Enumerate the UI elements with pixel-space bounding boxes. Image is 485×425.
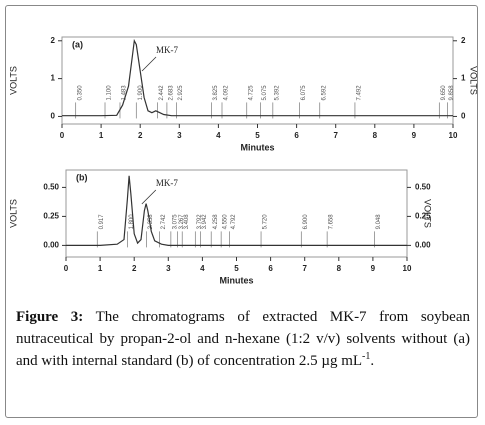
x-tick-label: 5 <box>255 131 260 140</box>
peak-label: 3.792 <box>197 214 203 230</box>
trace <box>66 175 407 246</box>
peak-label: 4.792 <box>231 214 237 230</box>
peak-label: 2.683 <box>168 85 174 101</box>
x-tick-label: 2 <box>132 264 137 273</box>
peak-label: 1.100 <box>107 85 113 101</box>
peak-label: 3.825 <box>213 85 219 101</box>
caption-superscript: -1 <box>362 351 371 362</box>
annotation: MK-7 <box>156 45 178 55</box>
panel-label: (a) <box>72 39 83 49</box>
y-tick-label: 1 <box>51 74 56 83</box>
x-tick-label: 8 <box>337 264 342 273</box>
caption-text: The chromatograms of extracted MK-7 from… <box>16 309 470 369</box>
x-tick-label: 0 <box>60 131 65 140</box>
y2-tick-label: 1 <box>461 74 466 83</box>
y2-tick-label: 0.50 <box>415 183 431 192</box>
x-axis-label: Minutes <box>240 142 274 152</box>
peak-label: 0.917 <box>99 214 105 230</box>
trace <box>62 38 453 117</box>
peak-label: 6.592 <box>321 85 327 101</box>
peak-label: 3.075 <box>172 214 178 230</box>
y-tick-label: 0 <box>51 112 56 121</box>
annotation-arrow <box>141 189 157 205</box>
y-tick-label: 0.00 <box>43 241 59 250</box>
peak-label: 3.408 <box>184 214 190 230</box>
x-tick-label: 3 <box>166 264 171 273</box>
plot-frame <box>61 36 454 125</box>
y-tick-label: 0.25 <box>43 212 59 221</box>
peak-label: 1.483 <box>122 85 128 101</box>
x-tick-label: 4 <box>200 264 205 273</box>
y-tick-label: 2 <box>51 36 56 45</box>
y-tick-label: 0.50 <box>43 183 59 192</box>
peak-label: 3.942 <box>202 214 208 230</box>
x-tick-label: 1 <box>99 131 104 140</box>
peak-label: 5.392 <box>274 85 280 101</box>
peak-label: 5.720 <box>263 214 269 230</box>
x-tick-label: 2 <box>138 131 143 140</box>
peak-label: 4.550 <box>223 214 229 230</box>
x-tick-label: 8 <box>373 131 378 140</box>
annotation-arrow <box>141 56 157 72</box>
x-tick-label: 9 <box>412 131 417 140</box>
y-axis-label: VOLTS <box>8 66 18 95</box>
peak-label: 0.350 <box>77 85 83 101</box>
y2-tick-label: 0.25 <box>415 212 431 221</box>
x-tick-label: 1 <box>98 264 103 273</box>
x-tick-label: 10 <box>449 131 458 140</box>
x-tick-label: 0 <box>64 264 69 273</box>
panel-label: (b) <box>76 172 88 182</box>
y2-axis-label: VOLTS <box>469 66 479 95</box>
peak-label: 9.650 <box>441 85 447 101</box>
peak-label: 9.858 <box>449 85 455 101</box>
peak-label: 4.092 <box>224 85 230 101</box>
x-tick-label: 4 <box>216 131 221 140</box>
figure-frame <box>5 5 478 418</box>
x-tick-label: 5 <box>234 264 239 273</box>
x-tick-label: 6 <box>268 264 273 273</box>
peak-label: 4.725 <box>248 85 254 101</box>
peak-label: 6.075 <box>301 85 307 101</box>
y2-tick-label: 2 <box>461 36 466 45</box>
x-tick-label: 10 <box>403 264 412 273</box>
peak-label: 1.900 <box>138 85 144 101</box>
peak-label: 2.742 <box>161 214 167 230</box>
y2-tick-label: 0.00 <box>415 241 431 250</box>
caption-end: . <box>370 353 375 369</box>
peak-label: 2.442 <box>159 85 165 101</box>
y2-tick-label: 0 <box>461 112 466 121</box>
annotation: MK-7 <box>156 178 178 188</box>
peak-label: 7.492 <box>357 85 363 101</box>
peak-label: 6.900 <box>303 214 309 230</box>
caption-label: Figure 3: <box>16 309 84 325</box>
peak-label: 4.258 <box>213 214 219 230</box>
peak-label: 5.075 <box>262 85 268 101</box>
x-tick-label: 7 <box>302 264 307 273</box>
y2-axis-label: VOLTS <box>423 199 433 228</box>
x-tick-label: 3 <box>177 131 182 140</box>
peak-label: 7.658 <box>329 214 335 230</box>
x-tick-label: 6 <box>294 131 299 140</box>
peak-label: 1.800 <box>129 214 135 230</box>
x-axis-label: Minutes <box>219 275 253 285</box>
peak-label: 3.267 <box>179 214 185 230</box>
peak-label: 2.925 <box>178 85 184 101</box>
caption: Figure 3: The chromatograms of extracted… <box>16 306 470 372</box>
peak-label: 9.048 <box>376 214 382 230</box>
x-tick-label: 9 <box>371 264 376 273</box>
x-tick-label: 7 <box>333 131 338 140</box>
y-axis-label: VOLTS <box>8 199 18 228</box>
peak-label: 2.358 <box>148 214 154 230</box>
